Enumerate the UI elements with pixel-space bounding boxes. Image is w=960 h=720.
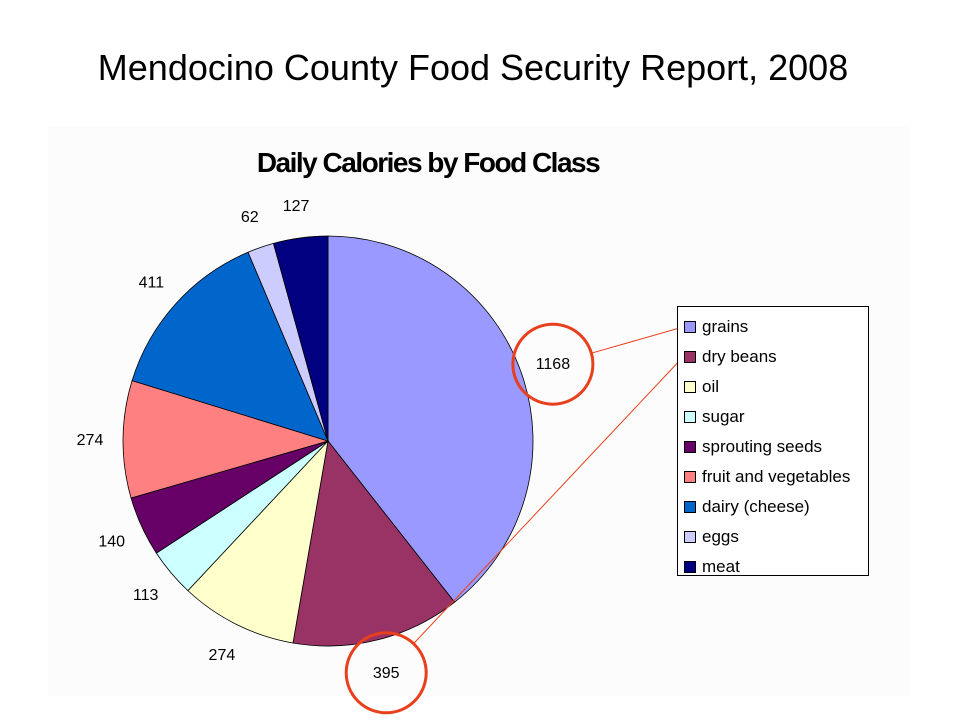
legend-item-sprouting-seeds: sprouting seeds xyxy=(684,432,868,462)
highlight-circle-1168 xyxy=(511,322,595,406)
legend-label: meat xyxy=(702,557,740,576)
connector-line-1168 xyxy=(591,326,684,354)
legend-swatch xyxy=(684,411,696,423)
legend-item-fruit-and-vegetables: fruit and vegetables xyxy=(684,462,868,492)
legend-label: dry beans xyxy=(702,347,777,366)
legend: grains dry beans oil sugar sprouting seeds fr… xyxy=(677,306,869,576)
data-label-fruit-and-vegetables: 274 xyxy=(77,432,104,449)
legend-swatch xyxy=(684,471,696,483)
data-label-oil: 274 xyxy=(209,647,236,664)
data-label-dry-beans: 395 xyxy=(373,665,400,682)
connector-line-395 xyxy=(413,356,684,644)
legend-item-oil: oil xyxy=(684,372,868,402)
data-label-meat: 127 xyxy=(283,198,310,215)
page-title: Mendocino County Food Security Report, 2… xyxy=(97,47,849,88)
legend-swatch xyxy=(684,351,696,363)
legend-swatch xyxy=(684,441,696,453)
pie-slice-dry-beans xyxy=(292,440,456,647)
legend-label: sprouting seeds xyxy=(702,437,823,456)
annotations xyxy=(344,322,684,715)
legend-label: grains xyxy=(702,317,749,336)
legend-item-dry-beans: dry beans xyxy=(684,342,868,372)
data-label-eggs: 62 xyxy=(241,209,259,226)
legend-label: fruit and vegetables xyxy=(702,467,851,486)
highlight-circle-395 xyxy=(344,631,428,715)
legend-item-grains: grains xyxy=(684,312,868,342)
pie-slice-oil xyxy=(187,439,329,644)
legend-swatch xyxy=(684,531,696,543)
legend-swatch xyxy=(684,561,696,573)
legend-item-meat: meat xyxy=(684,552,868,582)
data-label-sprouting-seeds: 140 xyxy=(98,533,125,550)
pie-slices xyxy=(122,235,534,647)
legend-swatch xyxy=(684,381,696,393)
data-label-grains: 1168 xyxy=(536,356,571,373)
legend-swatch xyxy=(684,321,696,333)
legend-item-sugar: sugar xyxy=(684,402,868,432)
legend-label: sugar xyxy=(702,407,745,426)
legend-label: dairy (cheese) xyxy=(702,497,810,516)
data-label-dairy-cheese: 411 xyxy=(139,275,165,292)
pie-slice-meat xyxy=(272,235,329,442)
pie-data-labels: 1168 395 274 113 140 274 411 62 127 xyxy=(77,198,571,682)
pie-slice-fruit-and-vegetables xyxy=(122,380,330,499)
legend-item-dairy-cheese: dairy (cheese) xyxy=(684,492,868,522)
legend-label: oil xyxy=(702,377,720,396)
data-label-sugar: 113 xyxy=(133,587,159,604)
legend-item-eggs: eggs xyxy=(684,522,868,552)
pie-slice-dairy-cheese xyxy=(131,251,329,442)
legend-label: eggs xyxy=(702,527,739,546)
legend-swatch xyxy=(684,501,696,513)
chart-title: Daily Calories by Food Class xyxy=(256,147,601,178)
